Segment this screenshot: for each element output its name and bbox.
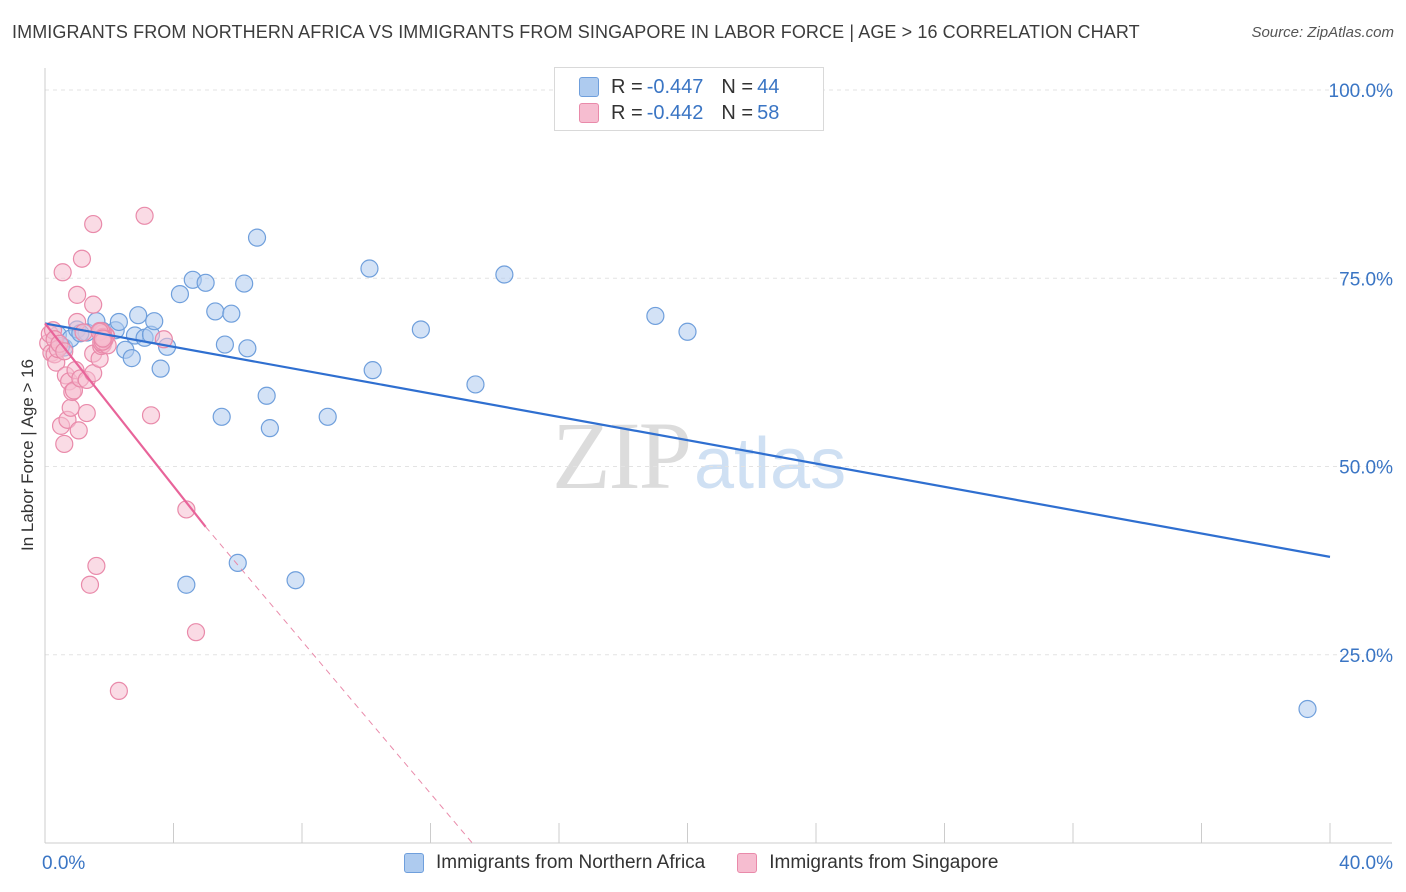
source-label: Source: ZipAtlas.com [1251,24,1394,41]
data-point-northern-africa [360,259,379,278]
data-point-northern-africa [177,575,196,594]
data-point-singapore [68,285,87,304]
data-point-singapore [72,249,92,268]
data-point-singapore [55,434,74,454]
trendline-northern-africa [44,322,1331,558]
data-point-northern-africa [196,273,215,292]
data-point-northern-africa [495,265,514,284]
data-point-northern-africa [235,274,254,293]
data-point-singapore [61,398,80,417]
data-point-northern-africa [212,407,231,426]
bottom-legend-series1: Immigrants from Northern Africa [436,852,706,873]
data-point-northern-africa [1298,699,1317,719]
legend-n-value: 58 [757,101,780,124]
data-point-singapore [87,556,106,576]
legend-r-value: -0.447 [646,75,704,98]
bottom-legend: Immigrants from Northern Africa Immigran… [404,852,998,874]
data-point-northern-africa [247,228,267,247]
data-point-singapore [186,623,206,642]
data-point-northern-africa [215,335,234,354]
data-point-singapore [80,575,100,594]
legend-swatch-pink [579,103,599,123]
data-point-northern-africa [145,312,164,331]
legend-row-northern-africa: R = -0.447 N = 44 [579,75,779,99]
legend-r-label: R = [611,101,643,124]
trendline-singapore-extension [205,526,473,844]
data-point-singapore [135,206,154,225]
bottom-legend-swatch-pink [737,853,758,873]
data-point-northern-africa [122,349,141,368]
y-tick-label: 25.0% [1339,646,1393,667]
data-point-northern-africa [222,304,241,323]
legend: R = -0.447 N = 44 R = -0.442 N = 58 [554,67,824,131]
data-point-northern-africa [646,306,665,326]
data-point-northern-africa [260,419,279,438]
data-point-northern-africa [286,571,305,590]
legend-r-label: R = [611,75,643,98]
data-point-singapore [141,406,161,425]
legend-row-singapore: R = -0.442 N = 58 [579,101,779,125]
legend-swatch-blue [579,77,599,97]
legend-n-label: N = [721,75,754,98]
data-point-northern-africa [238,339,257,358]
y-tick-label: 100.0% [1329,81,1394,102]
trendline-singapore [44,322,207,528]
data-point-northern-africa [678,322,697,341]
chart-title: IMMIGRANTS FROM NORTHERN AFRICA VS IMMIG… [12,22,1140,42]
data-point-singapore [69,421,88,440]
data-point-northern-africa [206,302,225,321]
x-tick-label: 0.0% [42,853,85,874]
x-tick-label: 40.0% [1339,853,1393,874]
bottom-legend-series2: Immigrants from Singapore [769,852,999,873]
data-point-northern-africa [466,375,485,394]
legend-r-value: -0.442 [646,101,704,124]
data-point-northern-africa [257,386,276,405]
data-point-northern-africa [411,320,430,339]
data-point-northern-africa [170,285,190,304]
data-point-singapore [84,295,103,314]
data-point-northern-africa [129,306,148,325]
data-point-northern-africa [318,407,337,426]
y-tick-label: 75.0% [1339,269,1393,290]
data-point-northern-africa [228,553,247,573]
legend-n-value: 44 [757,75,780,98]
data-point-singapore [84,214,103,234]
data-point-northern-africa [363,361,382,380]
data-point-singapore [109,681,128,701]
y-tick-label: 50.0% [1339,458,1393,479]
legend-n-label: N = [721,101,754,124]
bottom-legend-swatch-blue [404,853,424,873]
data-point-singapore [55,342,74,361]
data-point-singapore [53,263,72,282]
data-point-singapore [77,403,96,423]
data-point-northern-africa [109,312,128,332]
data-point-northern-africa [151,359,170,378]
